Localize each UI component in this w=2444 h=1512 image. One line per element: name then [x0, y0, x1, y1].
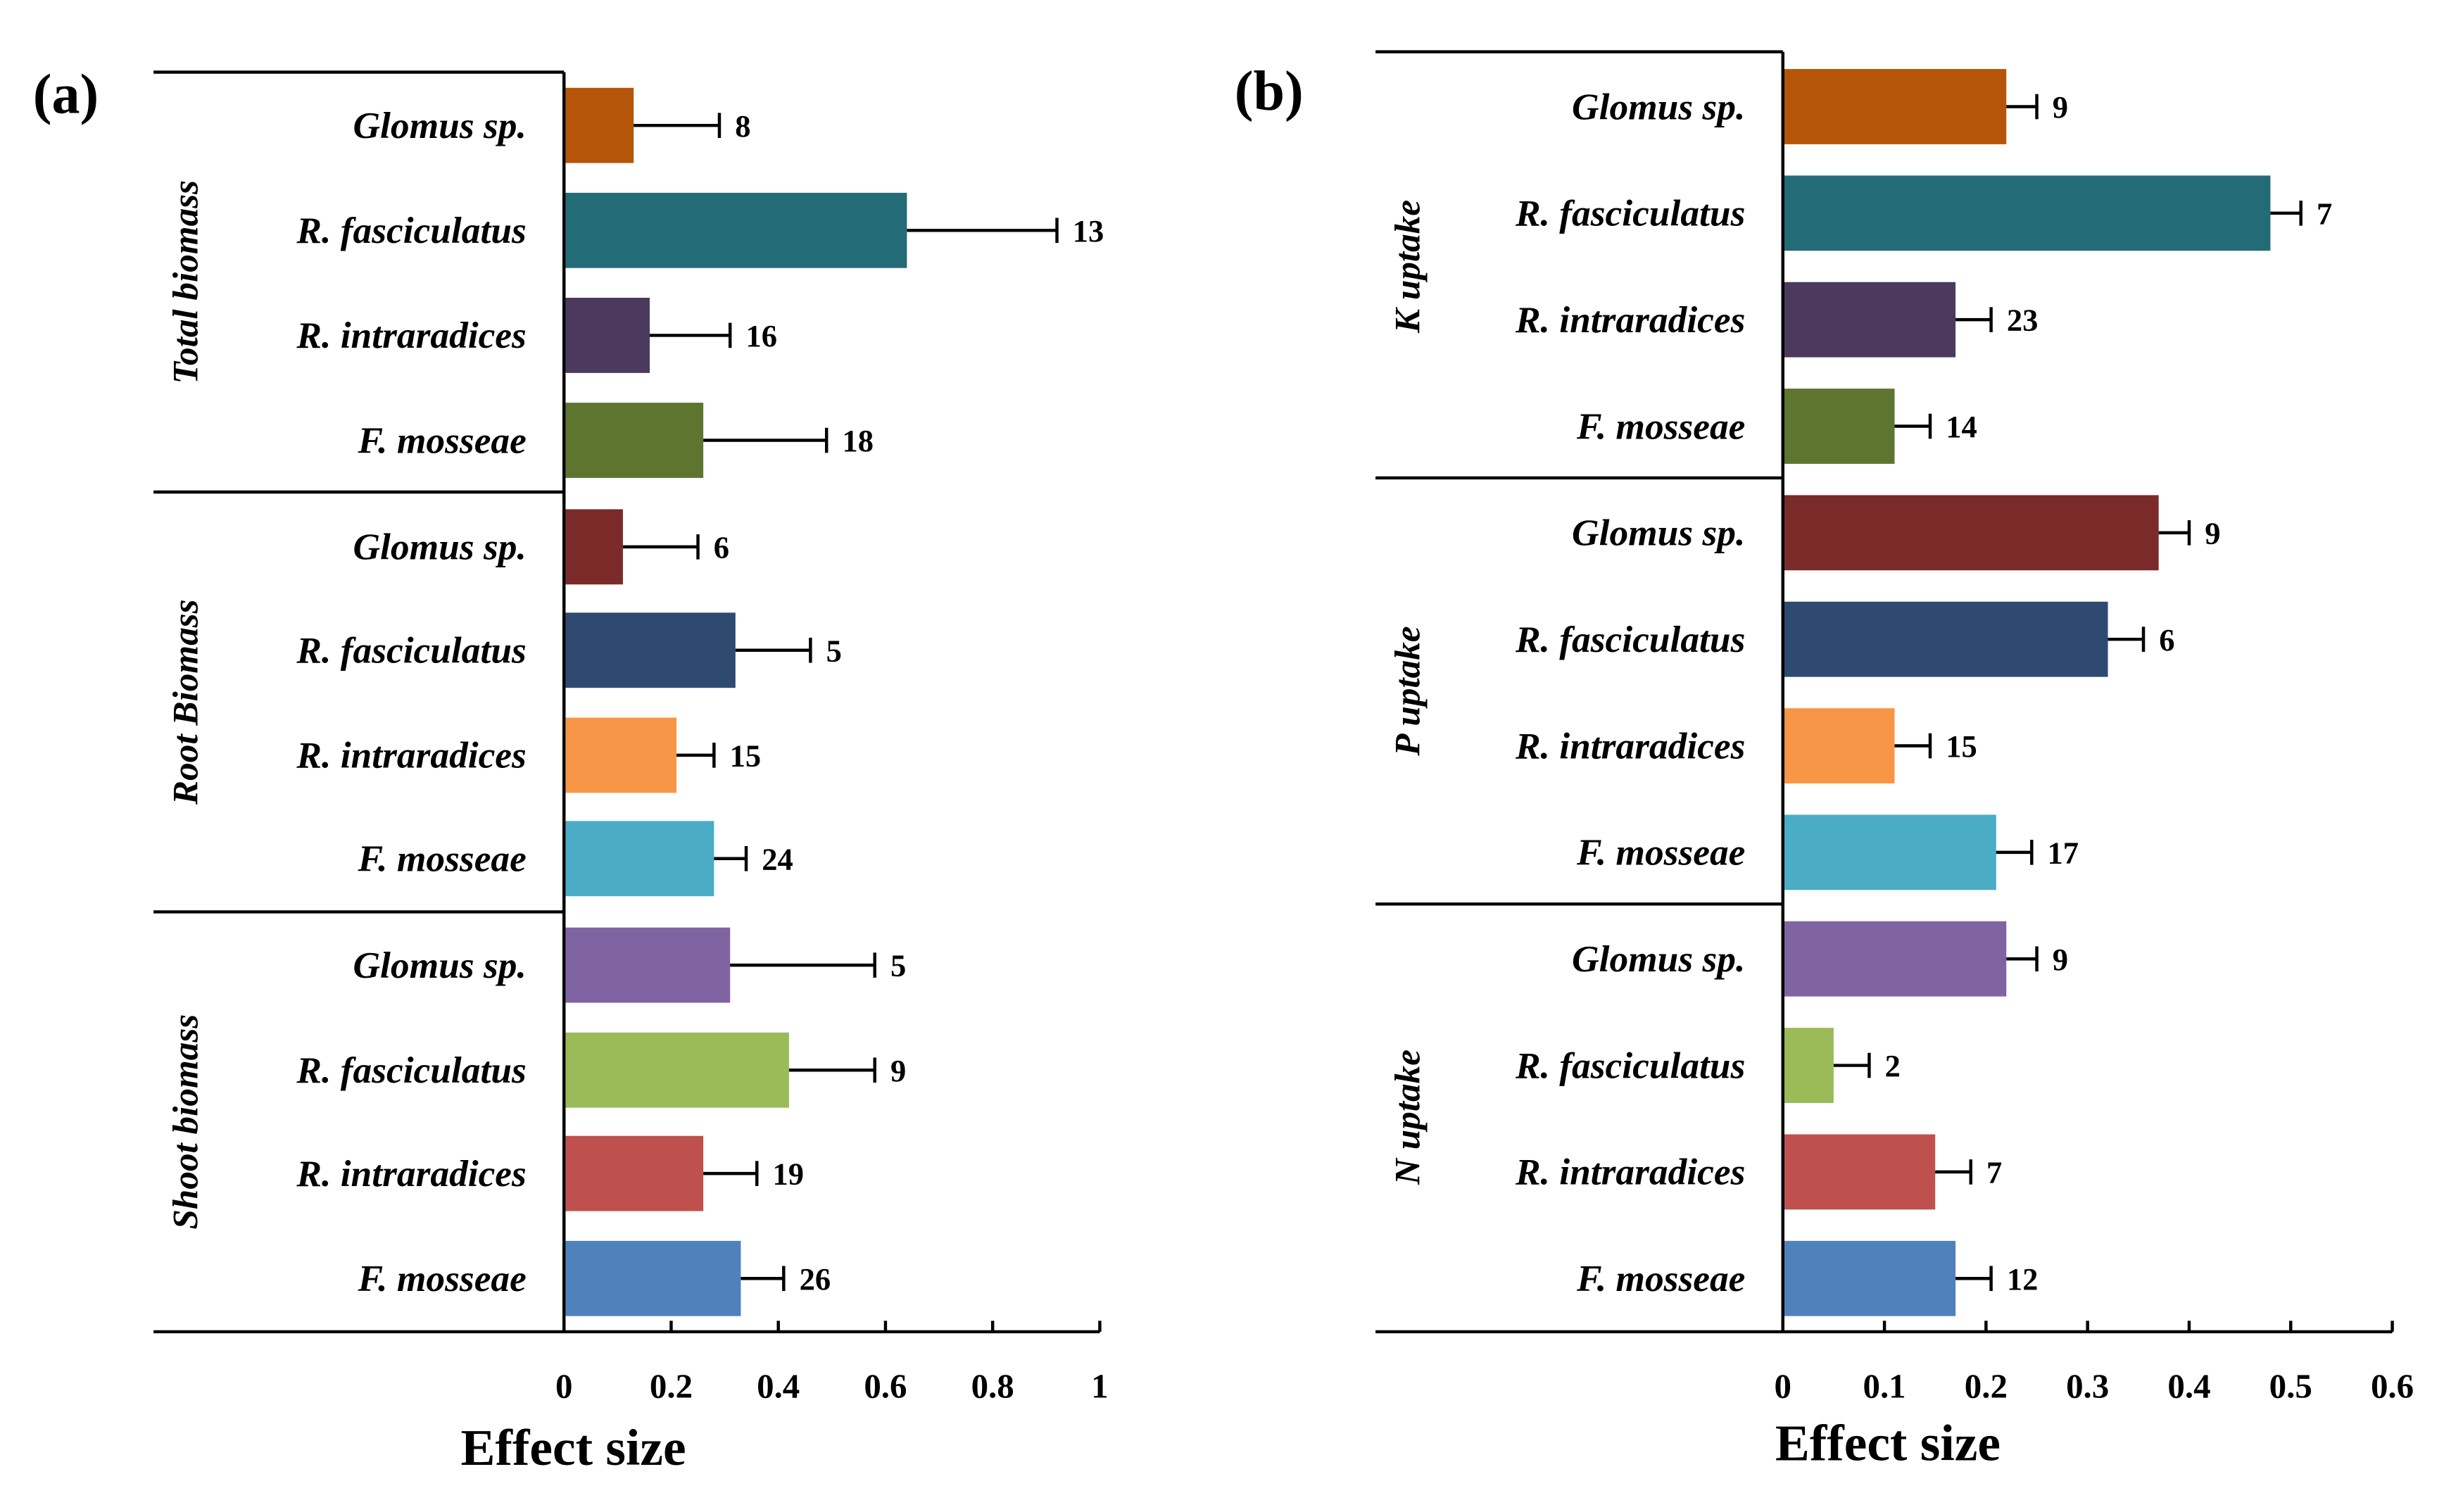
x-tick-label: 0.3 [2066, 1366, 2109, 1405]
x-tick-label: 0 [555, 1366, 572, 1405]
sample-size-label: 26 [800, 1261, 831, 1297]
category-label: R. intraradices [1515, 724, 1745, 767]
group-label: K uptake [1387, 200, 1428, 334]
sample-size-label: 7 [1986, 1154, 2002, 1190]
category-label: R. fasciculatus [1515, 618, 1745, 660]
category-label: Glomus sp. [1572, 938, 1745, 980]
group-label: Root Biomass [165, 599, 206, 805]
bar [1784, 389, 1895, 464]
sample-size-label: 17 [2048, 835, 2079, 870]
bar [1784, 69, 2007, 144]
panel-a: (a) 0 0.2 0.4 0.6 0.8 1 Effect size Total biomas… [33, 63, 1109, 1476]
bar [1784, 282, 1956, 358]
bar [565, 87, 634, 163]
x-tick-label: 0.8 [971, 1366, 1014, 1405]
panel-b: (b) 0 0.1 0.2 0.3 0.4 0.5 0.6 Effect size K uptak… [1235, 50, 2414, 1471]
group-label: N uptake [1387, 1050, 1428, 1185]
bar [1784, 495, 2159, 571]
x-tick-label: 0.4 [757, 1366, 800, 1405]
category-label: Glomus sp. [1572, 512, 1745, 554]
sample-size-label: 24 [762, 841, 793, 876]
sample-size-label: 14 [1946, 409, 1977, 444]
category-label: Glomus sp. [1572, 85, 1745, 127]
sample-size-label: 18 [842, 423, 874, 458]
category-label: R. intraradices [1515, 298, 1745, 341]
sample-size-label: 19 [773, 1157, 805, 1192]
bar [565, 1240, 741, 1316]
bar [565, 403, 704, 478]
category-label: R. fasciculatus [296, 209, 526, 251]
category-label: R. intraradices [296, 1152, 526, 1195]
sample-size-label: 2 [1885, 1048, 1901, 1083]
x-tick-label: 1 [1091, 1366, 1108, 1405]
bar [565, 298, 650, 373]
panel-label: (b) [1235, 61, 1304, 122]
sample-size-label: 6 [2159, 622, 2174, 657]
sample-size-label: 12 [2007, 1261, 2039, 1297]
sample-size-label: 15 [1946, 729, 1977, 764]
x-axis-label: Effect size [1775, 1414, 2001, 1471]
category-label: F. mosseae [357, 419, 526, 461]
x-tick-label: 0 [1775, 1366, 1791, 1405]
category-label: F. mosseae [1576, 405, 1745, 447]
category-label: Glomus sp. [353, 104, 526, 146]
sample-size-label: 5 [826, 633, 842, 668]
bar [1784, 1240, 1956, 1316]
sample-size-label: 13 [1073, 213, 1104, 248]
x-axis-label: Effect size [461, 1419, 686, 1476]
sample-size-label: 5 [890, 948, 906, 983]
sample-size-label: 9 [2205, 515, 2220, 550]
x-tick-label: 0.2 [1965, 1366, 2008, 1405]
bar [565, 1032, 789, 1108]
sample-size-label: 7 [2317, 196, 2332, 231]
bar [1784, 175, 2271, 251]
category-label: R. intraradices [296, 734, 526, 776]
x-tick-label: 0.6 [864, 1366, 907, 1405]
group-label: Total biomass [165, 180, 206, 384]
category-label: F. mosseae [1576, 1257, 1745, 1299]
x-tick-label: 0.5 [2269, 1366, 2312, 1405]
bar [565, 1135, 704, 1211]
sample-size-label: 9 [2053, 942, 2068, 977]
category-label: R. intraradices [296, 314, 526, 356]
category-label: R. fasciculatus [296, 1049, 526, 1091]
bar [1784, 921, 2007, 997]
category-label: Glomus sp. [353, 526, 526, 568]
bar [565, 509, 623, 585]
sample-size-label: 9 [890, 1053, 906, 1088]
sample-size-label: 15 [730, 738, 762, 773]
sample-size-label: 9 [2053, 89, 2068, 125]
category-label: F. mosseae [357, 838, 526, 880]
bar [1784, 708, 1895, 783]
sample-size-label: 8 [735, 108, 750, 144]
x-tick-label: 0.2 [650, 1366, 693, 1405]
x-tick-label: 0.4 [2167, 1366, 2210, 1405]
bar [565, 612, 736, 688]
bar [1784, 601, 2108, 677]
category-label: R. intraradices [1515, 1151, 1745, 1193]
bar [1784, 1134, 1936, 1210]
category-label: R. fasciculatus [1515, 1044, 1745, 1086]
bar [565, 192, 907, 268]
category-label: Glomus sp. [353, 944, 526, 986]
bar [1784, 814, 1996, 890]
category-label: R. fasciculatus [1515, 192, 1745, 234]
category-label: F. mosseae [357, 1257, 526, 1299]
group-label: Shoot biomass [165, 1014, 206, 1230]
category-label: F. mosseae [1576, 831, 1745, 874]
x-tick-label: 0.1 [1863, 1366, 1906, 1405]
panel-label: (a) [33, 63, 99, 125]
sample-size-label: 16 [745, 318, 777, 353]
bar [565, 821, 714, 897]
bar [565, 927, 731, 1003]
bar [565, 717, 677, 793]
group-label: P uptake [1387, 626, 1428, 756]
x-tick-label: 0.6 [2371, 1366, 2414, 1405]
sample-size-label: 23 [2007, 303, 2039, 338]
sample-size-label: 6 [714, 529, 729, 565]
category-label: R. fasciculatus [296, 629, 526, 672]
bar [1784, 1028, 1834, 1103]
